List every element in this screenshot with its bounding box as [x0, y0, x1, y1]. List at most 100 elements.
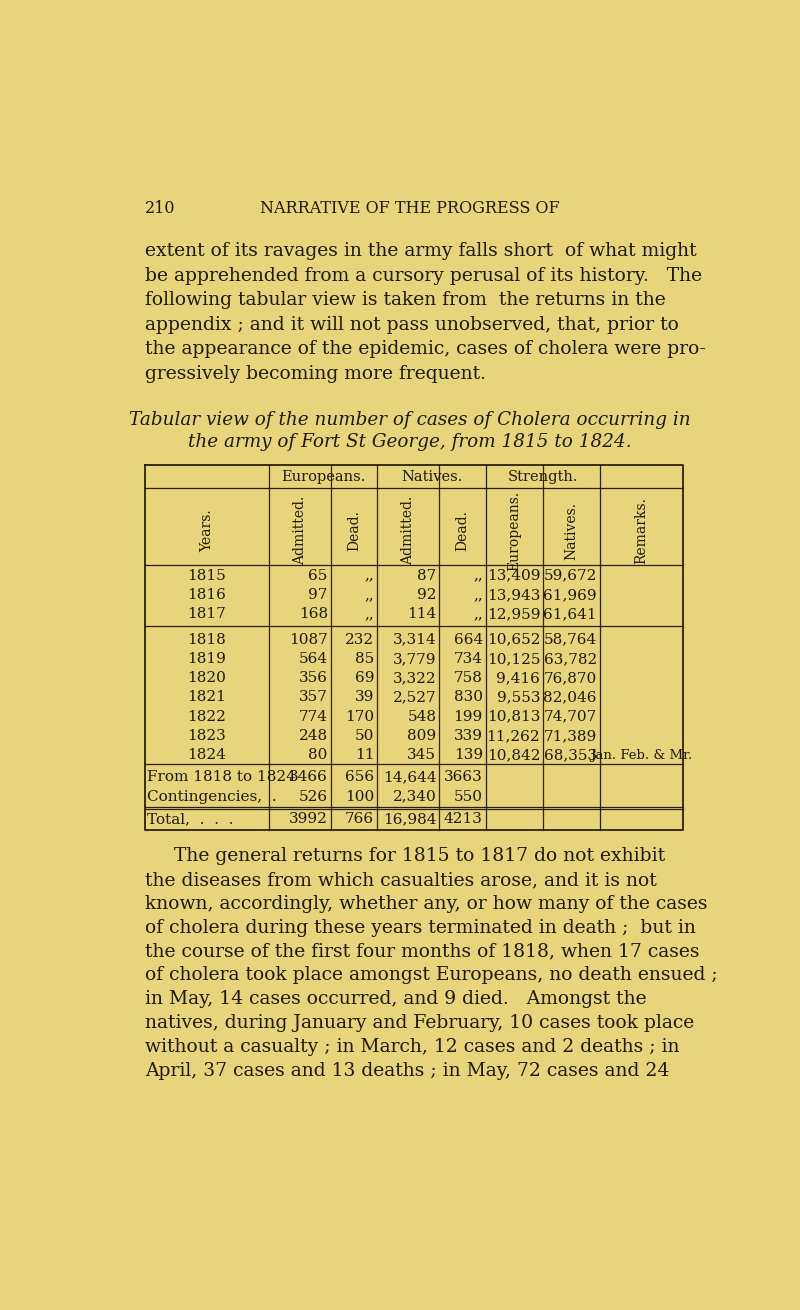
Text: 74,707: 74,707: [543, 710, 597, 723]
Text: 9,416: 9,416: [496, 671, 540, 685]
Text: 1823: 1823: [187, 728, 226, 743]
Text: 58,764: 58,764: [543, 633, 597, 647]
Text: Remarks.: Remarks.: [634, 498, 648, 565]
Text: Admitted.: Admitted.: [293, 496, 307, 566]
Text: 68,353: 68,353: [544, 748, 597, 762]
Text: 80: 80: [309, 748, 328, 762]
Text: 248: 248: [298, 728, 328, 743]
Text: 345: 345: [407, 748, 436, 762]
Text: 357: 357: [299, 690, 328, 705]
Text: 61,641: 61,641: [543, 608, 597, 621]
Text: 39: 39: [355, 690, 374, 705]
Text: 11: 11: [355, 748, 374, 762]
Text: 10,652: 10,652: [486, 633, 540, 647]
Text: 3,322: 3,322: [393, 671, 436, 685]
Text: Strength.: Strength.: [508, 470, 578, 483]
Text: 16,984: 16,984: [383, 812, 436, 827]
Text: Contingencies,  .: Contingencies, .: [147, 790, 277, 804]
Text: April, 37 cases and 13 deaths ; in May, 72 cases and 24: April, 37 cases and 13 deaths ; in May, …: [145, 1062, 670, 1079]
Text: appendix ; and it will not pass unobserved, that, prior to: appendix ; and it will not pass unobserv…: [145, 316, 679, 334]
Text: of cholera took place amongst Europeans, no death ensued ;: of cholera took place amongst Europeans,…: [145, 967, 718, 985]
Text: following tabular view is taken from  the returns in the: following tabular view is taken from the…: [145, 291, 666, 309]
Text: natives, during January and February, 10 cases took place: natives, during January and February, 10…: [145, 1014, 694, 1032]
Text: From 1818 to 1824: From 1818 to 1824: [147, 770, 296, 785]
Text: 210: 210: [145, 199, 175, 216]
Text: 1824: 1824: [187, 748, 226, 762]
Text: 1816: 1816: [187, 588, 226, 603]
Text: 92: 92: [417, 588, 436, 603]
Text: 656: 656: [346, 770, 374, 785]
Text: 550: 550: [454, 790, 483, 804]
Text: 14,644: 14,644: [382, 770, 436, 785]
Text: Total,  .  .  .: Total, . . .: [147, 812, 234, 827]
Text: ,,: ,,: [365, 569, 374, 583]
Text: 61,969: 61,969: [543, 588, 597, 603]
Text: Europeans.: Europeans.: [508, 490, 522, 571]
Text: Tabular view of the number of cases of Cholera occurring in: Tabular view of the number of cases of C…: [129, 411, 691, 430]
Text: ,,: ,,: [473, 588, 483, 603]
Text: Natives.: Natives.: [565, 502, 578, 559]
Text: be apprehended from a cursory perusal of its history.   The: be apprehended from a cursory perusal of…: [145, 266, 702, 284]
Text: 1819: 1819: [187, 652, 226, 665]
Text: 3466: 3466: [289, 770, 328, 785]
Text: 114: 114: [407, 608, 436, 621]
Text: Natives.: Natives.: [401, 470, 462, 483]
Text: 82,046: 82,046: [543, 690, 597, 705]
Text: 664: 664: [454, 633, 483, 647]
Text: Dead.: Dead.: [456, 510, 470, 552]
Text: 1822: 1822: [187, 710, 226, 723]
Text: ,,: ,,: [365, 588, 374, 603]
Text: NARRATIVE OF THE PROGRESS OF: NARRATIVE OF THE PROGRESS OF: [260, 199, 560, 216]
Text: 1820: 1820: [187, 671, 226, 685]
Text: 3,779: 3,779: [393, 652, 436, 665]
Text: of cholera during these years terminated in death ;  but in: of cholera during these years terminated…: [145, 918, 696, 937]
Text: 10,813: 10,813: [487, 710, 540, 723]
Text: ,,: ,,: [473, 569, 483, 583]
Text: the army of Fort St George, from 1815 to 1824.: the army of Fort St George, from 1815 to…: [188, 432, 632, 451]
Text: 76,870: 76,870: [543, 671, 597, 685]
Text: 10,842: 10,842: [486, 748, 540, 762]
Text: without a casualty ; in March, 12 cases and 2 deaths ; in: without a casualty ; in March, 12 cases …: [145, 1038, 679, 1056]
Text: 12,959: 12,959: [486, 608, 540, 621]
Text: 734: 734: [454, 652, 483, 665]
Text: 758: 758: [454, 671, 483, 685]
Text: 170: 170: [346, 710, 374, 723]
Text: 199: 199: [454, 710, 483, 723]
Text: 2,527: 2,527: [393, 690, 436, 705]
Text: Admitted.: Admitted.: [402, 496, 415, 566]
Text: ,,: ,,: [365, 608, 374, 621]
Text: 69: 69: [355, 671, 374, 685]
Text: 65: 65: [309, 569, 328, 583]
Text: ,,: ,,: [473, 608, 483, 621]
Text: Europeans.: Europeans.: [281, 470, 366, 483]
Text: 356: 356: [299, 671, 328, 685]
Text: 1087: 1087: [289, 633, 328, 647]
Text: 1815: 1815: [187, 569, 226, 583]
Text: 63,782: 63,782: [543, 652, 597, 665]
Text: 339: 339: [454, 728, 483, 743]
Text: 87: 87: [417, 569, 436, 583]
Text: 3,314: 3,314: [393, 633, 436, 647]
Text: 809: 809: [407, 728, 436, 743]
Text: 11,262: 11,262: [486, 728, 540, 743]
Text: 168: 168: [298, 608, 328, 621]
Text: 13,943: 13,943: [487, 588, 540, 603]
Text: the course of the first four months of 1818, when 17 cases: the course of the first four months of 1…: [145, 943, 699, 960]
Text: Years.: Years.: [200, 510, 214, 552]
Text: the appearance of the epidemic, cases of cholera were pro-: the appearance of the epidemic, cases of…: [145, 341, 706, 359]
Text: gressively becoming more frequent.: gressively becoming more frequent.: [145, 365, 486, 383]
Text: 4213: 4213: [444, 812, 483, 827]
Text: 774: 774: [299, 710, 328, 723]
Text: 3663: 3663: [444, 770, 483, 785]
Text: 526: 526: [298, 790, 328, 804]
Text: 100: 100: [345, 790, 374, 804]
Text: known, accordingly, whether any, or how many of the cases: known, accordingly, whether any, or how …: [145, 895, 707, 913]
Text: 1821: 1821: [187, 690, 226, 705]
Text: 71,389: 71,389: [543, 728, 597, 743]
Text: 1817: 1817: [187, 608, 226, 621]
Text: 1818: 1818: [187, 633, 226, 647]
Text: 139: 139: [454, 748, 483, 762]
Text: 548: 548: [407, 710, 436, 723]
Text: 13,409: 13,409: [486, 569, 540, 583]
Text: 766: 766: [346, 812, 374, 827]
